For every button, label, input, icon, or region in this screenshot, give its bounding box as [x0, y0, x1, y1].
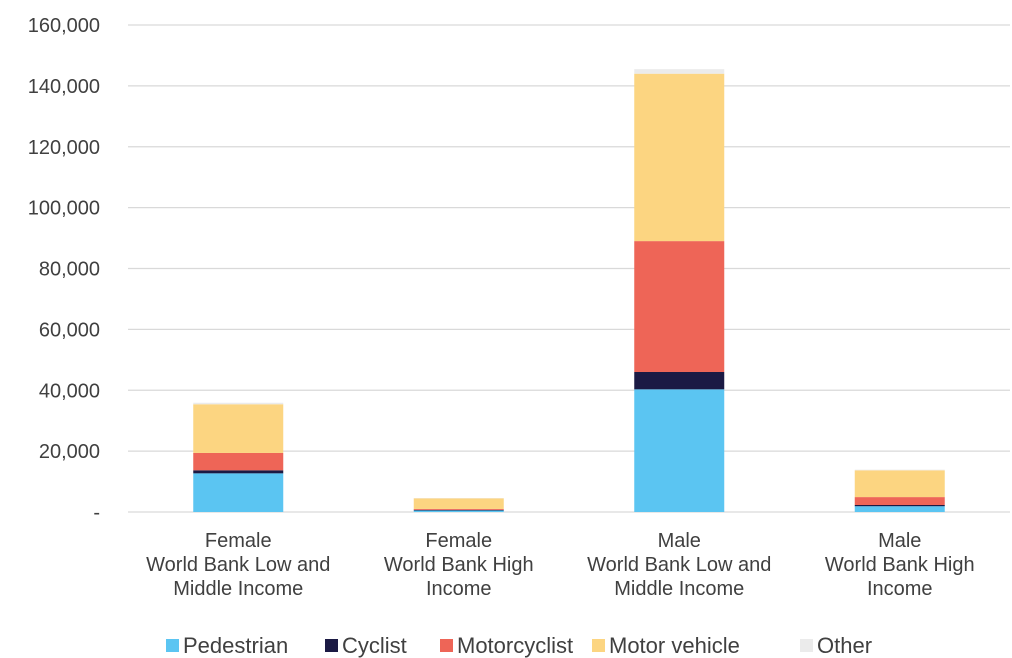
x-tick-label-line: Female [425, 530, 492, 552]
bar-segment-cyclist [413, 509, 504, 511]
x-tick-label-line: Male [878, 530, 921, 552]
legend-label-cyclist: Cyclist [342, 633, 407, 658]
legend-label-other: Other [817, 633, 872, 658]
x-tick-label-line: World Bank High [825, 554, 975, 576]
bar-segment-pedestrian [634, 389, 725, 512]
bar-segment-cyclist [854, 504, 945, 507]
legend-swatch-cyclist [325, 639, 338, 652]
bar-segment-motorcyclist [854, 497, 945, 505]
x-tick-label-line: World Bank Low and [587, 554, 771, 576]
legend: Pedestrian Cyclist Motorcyclist Motor vehic… [166, 633, 872, 658]
bar-segment-other [634, 69, 725, 74]
bar-segment-motor-vehicle [634, 73, 725, 242]
x-tick-label-line: Middle Income [173, 578, 303, 600]
legend-label-motor-vehicle: Motor vehicle [609, 633, 740, 658]
legend-swatch-other [800, 639, 813, 652]
x-tick-label-line: World Bank High [384, 554, 534, 576]
y-tick-label: 20,000 [39, 441, 100, 463]
legend-swatch-pedestrian [166, 639, 179, 652]
x-tick-label-line: Income [426, 578, 492, 600]
x-tick-label: Male World Bank Low and Middle Income [587, 530, 771, 600]
x-tick-label: Female World Bank High Income [384, 530, 534, 600]
bar-segment-other [193, 402, 284, 405]
bar-segment-cyclist [634, 371, 725, 390]
y-tick-label: - [93, 502, 100, 524]
x-tick-label-line: Middle Income [614, 578, 744, 600]
y-tick-label: 60,000 [39, 319, 100, 341]
bar-segment-pedestrian [413, 510, 504, 512]
bar-segment-motor-vehicle [854, 470, 945, 498]
bar-segment-motor-vehicle [413, 498, 504, 509]
bar-segment-cyclist [193, 470, 284, 474]
y-tick-label: 80,000 [39, 259, 100, 281]
x-tick-label: Male World Bank High Income [825, 530, 975, 600]
legend-swatch-motor-vehicle [592, 639, 605, 652]
y-tick-label: 140,000 [28, 76, 100, 98]
bar-segment-motorcyclist [634, 241, 725, 372]
x-axis-ticks: Female World Bank Low and Middle IncomeFem… [146, 530, 974, 600]
bar-segment-other [854, 469, 945, 471]
x-tick-label-line: Female [205, 530, 272, 552]
bar-segment-motorcyclist [413, 508, 504, 510]
x-tick-label: Female World Bank Low and Middle Income [146, 530, 330, 600]
bar-segment-motor-vehicle [193, 404, 284, 453]
y-tick-label: 100,000 [28, 198, 100, 220]
y-axis-ticks: - 20,000 40,000 60,000 80,000 100,000 120,000 1… [28, 15, 100, 524]
bar-segment-pedestrian [193, 473, 284, 512]
bar-segment-motorcyclist [193, 452, 284, 471]
y-tick-label: 40,000 [39, 380, 100, 402]
x-tick-label-line: Male [658, 530, 701, 552]
legend-swatch-motorcyclist [440, 639, 453, 652]
bar-segment-pedestrian [854, 506, 945, 512]
y-tick-label: 120,000 [28, 137, 100, 159]
x-tick-label-line: Income [867, 578, 933, 600]
bars [193, 69, 945, 512]
legend-label-pedestrian: Pedestrian [183, 633, 288, 658]
x-tick-label-line: World Bank Low and [146, 554, 330, 576]
y-tick-label: 160,000 [28, 15, 100, 37]
legend-label-motorcyclist: Motorcyclist [457, 633, 573, 658]
